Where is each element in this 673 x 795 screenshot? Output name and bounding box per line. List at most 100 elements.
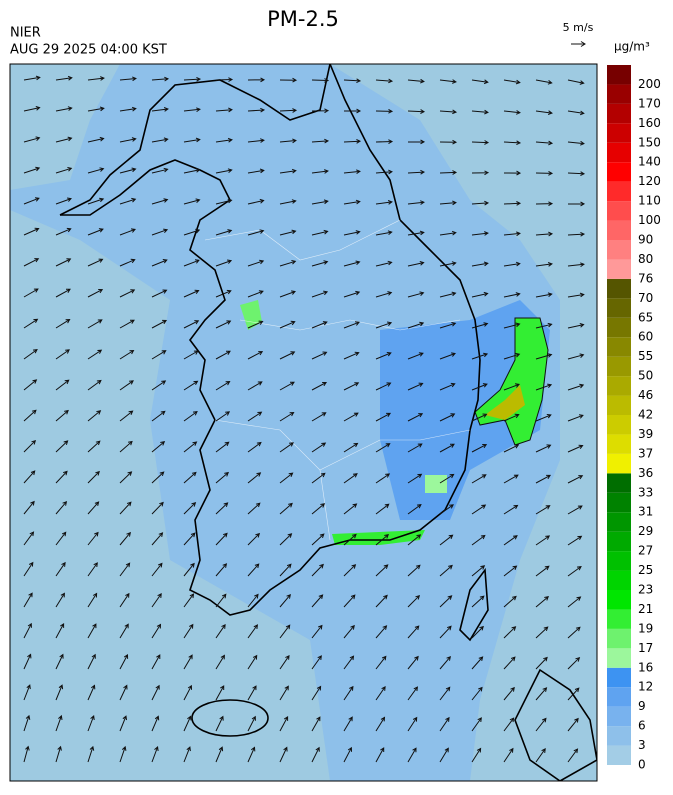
colorbar-segment (607, 142, 631, 163)
wind-arrow (151, 623, 162, 639)
wind-arrow (311, 412, 327, 422)
wind-arrow (55, 258, 72, 267)
title: PM-2.5 (267, 7, 339, 31)
wind-arrow (503, 717, 515, 732)
colorbar: 0369121617192123252729313336373942465055… (607, 65, 661, 772)
wind-arrow (87, 715, 95, 732)
colorbar-segment (607, 512, 631, 532)
wind-arrow (471, 109, 489, 115)
wind-arrow (87, 531, 99, 546)
wind-arrow (471, 291, 489, 298)
wind-arrow (439, 473, 455, 484)
wind-arrow (55, 470, 68, 484)
wind-arrow (183, 410, 198, 422)
wind-arrow (471, 170, 490, 176)
wind-arrow (279, 594, 291, 608)
wind-arrow (343, 199, 361, 205)
wind-arrow (23, 166, 41, 174)
datetime: AUG 29 2025 04:00 KST (10, 43, 167, 58)
wind-arrow (215, 137, 233, 143)
wind-arrow (23, 561, 34, 577)
wind-arrow (407, 413, 424, 422)
wind-arrow (503, 110, 521, 115)
wind-arrow (343, 230, 361, 236)
wind-arrow (343, 169, 361, 175)
wind-arrow (439, 595, 453, 608)
wind-arrow (503, 201, 522, 206)
wind-arrow (471, 231, 489, 236)
wind-arrow (23, 745, 30, 763)
wind-arrow (567, 231, 586, 237)
colorbar-segment (607, 415, 631, 435)
wind-arrow (471, 444, 488, 453)
wind-arrow (343, 503, 358, 515)
wind-arrow (375, 169, 393, 175)
wind-arrow (471, 140, 490, 145)
wind-arrow (471, 717, 482, 732)
wind-arrow (311, 382, 328, 391)
wind-arrow (375, 534, 389, 546)
wind-arrow (567, 717, 579, 732)
wind-arrow (279, 715, 289, 732)
colorbar-label: 23 (638, 583, 653, 597)
wind-arrow (343, 290, 361, 298)
wind-arrow (87, 592, 98, 608)
wind-arrow (343, 716, 353, 732)
wind-arrow (151, 654, 161, 670)
wind-arrow (279, 290, 296, 298)
wind-arrow (503, 261, 521, 267)
wind-arrow (503, 565, 518, 577)
wind-arrow (23, 500, 35, 515)
colorbar-label: 27 (638, 544, 653, 558)
wind-arrow (119, 167, 137, 174)
wind-arrow (215, 441, 230, 453)
wind-arrow (183, 441, 198, 453)
wind-arrow (471, 261, 489, 267)
colorbar-segment (607, 337, 631, 357)
wind-arrow (439, 564, 453, 577)
wind-arrow (279, 563, 292, 577)
wind-arrow (535, 383, 553, 391)
wind-arrow (215, 471, 230, 484)
wind-arrow (439, 504, 454, 515)
colorbar-segment (607, 65, 631, 85)
wind-arrow (535, 170, 554, 176)
field-high (332, 530, 425, 545)
wind-arrow (343, 594, 356, 608)
wind-arrow (23, 258, 40, 267)
wind-arrow (119, 197, 137, 205)
wind-arrow (215, 654, 225, 670)
wind-arrow (119, 623, 129, 639)
wind-arrow (375, 473, 391, 484)
wind-arrow (55, 440, 69, 453)
wind-arrow (87, 745, 95, 763)
wind-arrow (375, 291, 393, 298)
colorbar-unit: μg/m³ (614, 40, 650, 54)
wind-arrow (23, 684, 31, 701)
wind-arrow (344, 108, 362, 114)
wind-arrow (471, 747, 482, 763)
wind-arrow (279, 685, 289, 701)
wind-arrow (375, 321, 393, 329)
wind-arrow (151, 319, 168, 329)
wind-arrow (567, 626, 581, 639)
wind-arrow (535, 262, 553, 267)
wind-arrow (535, 414, 552, 422)
wind-arrow (247, 563, 260, 577)
wind-arrow (183, 350, 199, 360)
colorbar-label: 33 (638, 485, 653, 499)
wind-arrow (407, 200, 425, 205)
wind-arrow (407, 534, 422, 546)
field-high (425, 475, 447, 493)
colorbar-label: 42 (638, 408, 653, 422)
wind-arrow (215, 320, 232, 329)
wind-arrow (247, 168, 265, 174)
wind-arrow (535, 748, 546, 763)
wind-arrow (87, 228, 104, 236)
wind-arrow (343, 351, 360, 360)
wind-arrow (439, 230, 457, 236)
wind-arrow (183, 623, 194, 639)
wind-arrow (535, 201, 554, 207)
wind-arrow (471, 656, 484, 670)
